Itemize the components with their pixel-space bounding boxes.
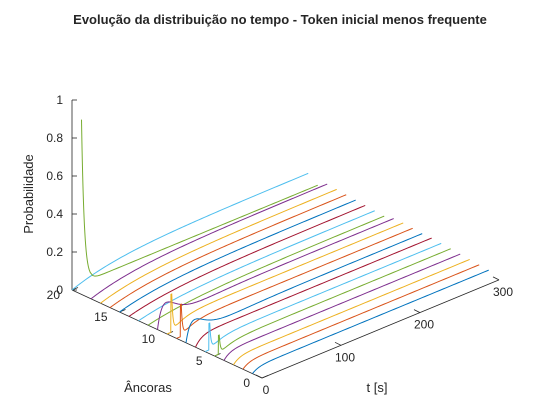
series-line-anchor-10: [166, 222, 404, 335]
y-tick-label: 5: [196, 354, 203, 368]
x-axis-line: [261, 279, 500, 379]
series-line-anchor-9: [176, 227, 413, 339]
x-tick-label: 100: [335, 350, 355, 364]
z-tick-label: 1: [56, 93, 63, 107]
chart-title: Evolução da distribuição no tempo - Toke…: [73, 12, 487, 27]
series-line-anchor-13: [138, 210, 375, 322]
z-tick-label: 0.6: [46, 169, 63, 183]
series-line-anchor-8: [185, 233, 423, 343]
x-axis-label: t [s]: [367, 380, 388, 395]
series-line-anchor-16: [109, 194, 347, 309]
x-tick: [334, 341, 342, 346]
z-tick-label: 0.2: [46, 245, 63, 259]
series-line-anchor-4: [223, 253, 461, 361]
series-line-anchor-7: [195, 237, 432, 348]
z-tick-label: 0.8: [46, 131, 63, 145]
series-line-anchor-6: [204, 242, 442, 353]
z-tick-label: 0: [56, 283, 63, 297]
series-line-anchor-5: [214, 248, 451, 357]
series-lines: [71, 119, 489, 374]
series-line-anchor-3: [233, 258, 470, 366]
x-tick-label: 200: [414, 318, 434, 332]
series-line-anchor-2: [242, 264, 480, 370]
series-line-anchor-14: [128, 204, 366, 317]
series-line-anchor-17: [100, 188, 337, 304]
x-tick-label: 300: [493, 285, 513, 299]
x-tick: [492, 276, 500, 281]
series-line-anchor-12: [147, 215, 385, 326]
z-axis-label: Probabilidade: [21, 154, 36, 234]
series-line-anchor-1: [252, 269, 489, 374]
y-tick-label: 10: [142, 332, 156, 346]
series-line-anchor-18: [90, 183, 328, 300]
y-tick-label: 0: [243, 376, 250, 390]
x-tick: [255, 374, 263, 379]
series-line-anchor-20: [71, 172, 309, 291]
x-tick-label: 0: [263, 383, 270, 397]
y-tick-label: 15: [94, 310, 108, 324]
series-line-anchor-11: [157, 218, 394, 330]
series-line-anchor-15: [119, 199, 356, 313]
z-tick-label: 0.4: [46, 207, 63, 221]
y-axis-label: Âncoras: [124, 380, 172, 395]
series-line-anchor-19: [81, 119, 318, 277]
y-tick: [261, 375, 269, 379]
y-tick-label: 20: [47, 288, 61, 302]
x-tick: [413, 309, 421, 313]
